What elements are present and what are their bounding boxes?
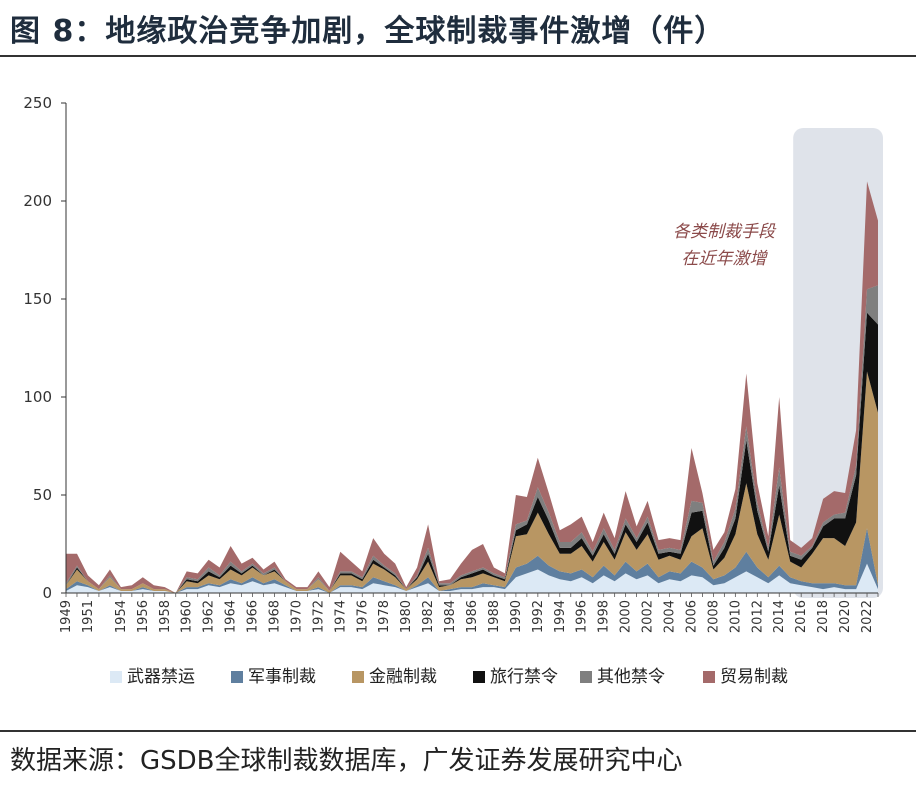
x-tick-label: 1964 — [224, 600, 239, 633]
annotation: 各类制裁手段 在近年激增 — [673, 222, 777, 269]
x-tick-label: 2016 — [794, 600, 809, 633]
x-tick-label: 1988 — [487, 600, 502, 633]
legend-swatch — [703, 671, 715, 683]
y-tick-label: 50 — [33, 486, 52, 504]
area-series-3 — [66, 371, 878, 593]
x-tick-label: 1949 — [59, 600, 74, 633]
area-series-6 — [66, 181, 878, 593]
x-tick-label: 1982 — [421, 600, 436, 633]
x-tick-label: 2002 — [641, 600, 656, 633]
x-tick-label: 2014 — [772, 600, 787, 633]
annotation-line-2: 在近年激增 — [682, 249, 769, 269]
y-tick-label: 100 — [23, 388, 52, 406]
x-tick-label: 1994 — [553, 600, 568, 633]
x-tick-label: 1984 — [443, 600, 458, 633]
title-divider — [0, 55, 916, 57]
x-tick-label: 1960 — [180, 600, 195, 633]
footer-divider — [0, 730, 916, 732]
x-tick-label: 1978 — [377, 600, 392, 633]
y-tick-label: 150 — [23, 290, 52, 308]
x-tick-label: 1970 — [289, 600, 304, 633]
legend-swatch — [352, 671, 364, 683]
legend-label: 贸易制裁 — [720, 667, 788, 687]
x-tick-label: 2018 — [816, 600, 831, 633]
x-tick-label: 1962 — [202, 600, 217, 633]
y-tick-label: 0 — [42, 584, 52, 602]
x-tick-label: 1951 — [81, 600, 96, 633]
y-tick-label: 200 — [23, 192, 52, 210]
legend-swatch — [231, 671, 243, 683]
x-tick-label: 1980 — [399, 600, 414, 633]
area-layers — [66, 181, 878, 593]
legend-label: 军事制裁 — [248, 667, 316, 687]
x-tick-label: 1976 — [355, 600, 370, 633]
x-tick-label: 1954 — [114, 600, 129, 633]
x-tick-label: 1974 — [333, 600, 348, 633]
area-series-4 — [66, 312, 878, 593]
x-tick-label: 2012 — [750, 600, 765, 633]
x-tick-label: 2020 — [838, 600, 853, 633]
x-tick-label: 2006 — [684, 600, 699, 633]
y-tick-label: 250 — [23, 94, 52, 112]
x-tick-label: 2022 — [860, 600, 875, 633]
legend-swatch — [580, 671, 592, 683]
x-tick-label: 2008 — [706, 600, 721, 633]
area-series-2 — [66, 528, 878, 593]
x-tick-label: 1996 — [575, 600, 590, 633]
stacked-area-chart: 0 50 100 150 200 250 1949 1951 1954 1956 1958 1960… — [23, 94, 883, 687]
annotation-line-1: 各类制裁手段 — [673, 222, 777, 242]
x-tick-label: 1956 — [136, 600, 151, 633]
y-axis: 0 50 100 150 200 250 — [23, 94, 67, 602]
legend-swatch — [110, 671, 122, 683]
x-axis: 1949 1951 1954 1956 1958 1960 1962 1964 1966 1968… — [59, 592, 879, 633]
source-note: 数据来源：GSDB全球制裁数据库，广发证券发展研究中心 — [10, 746, 683, 776]
x-tick-label: 1986 — [465, 600, 480, 633]
x-tick-label: 2004 — [663, 600, 678, 633]
legend-label: 其他禁令 — [597, 667, 665, 687]
legend-label: 旅行禁令 — [490, 667, 558, 687]
area-series-1 — [66, 563, 878, 593]
legend-swatch — [473, 671, 485, 683]
x-tick-label: 1998 — [597, 600, 612, 633]
x-tick-label: 1966 — [246, 600, 261, 633]
x-tick-label: 1958 — [158, 600, 173, 633]
x-tick-label: 2010 — [728, 600, 743, 633]
legend-label: 武器禁运 — [127, 667, 195, 687]
legend: 武器禁运 军事制裁 金融制裁 旅行禁令 其他禁令 贸易制裁 — [110, 667, 788, 687]
legend-label: 金融制裁 — [369, 667, 437, 687]
chart-title: 图 8：地缘政治竞争加剧，全球制裁事件激增（件） — [10, 14, 726, 49]
x-tick-label: 1968 — [267, 600, 282, 633]
x-tick-label: 2000 — [619, 600, 634, 633]
x-tick-label: 1990 — [509, 600, 524, 633]
x-tick-label: 1972 — [311, 600, 326, 633]
x-tick-label: 1992 — [531, 600, 546, 633]
